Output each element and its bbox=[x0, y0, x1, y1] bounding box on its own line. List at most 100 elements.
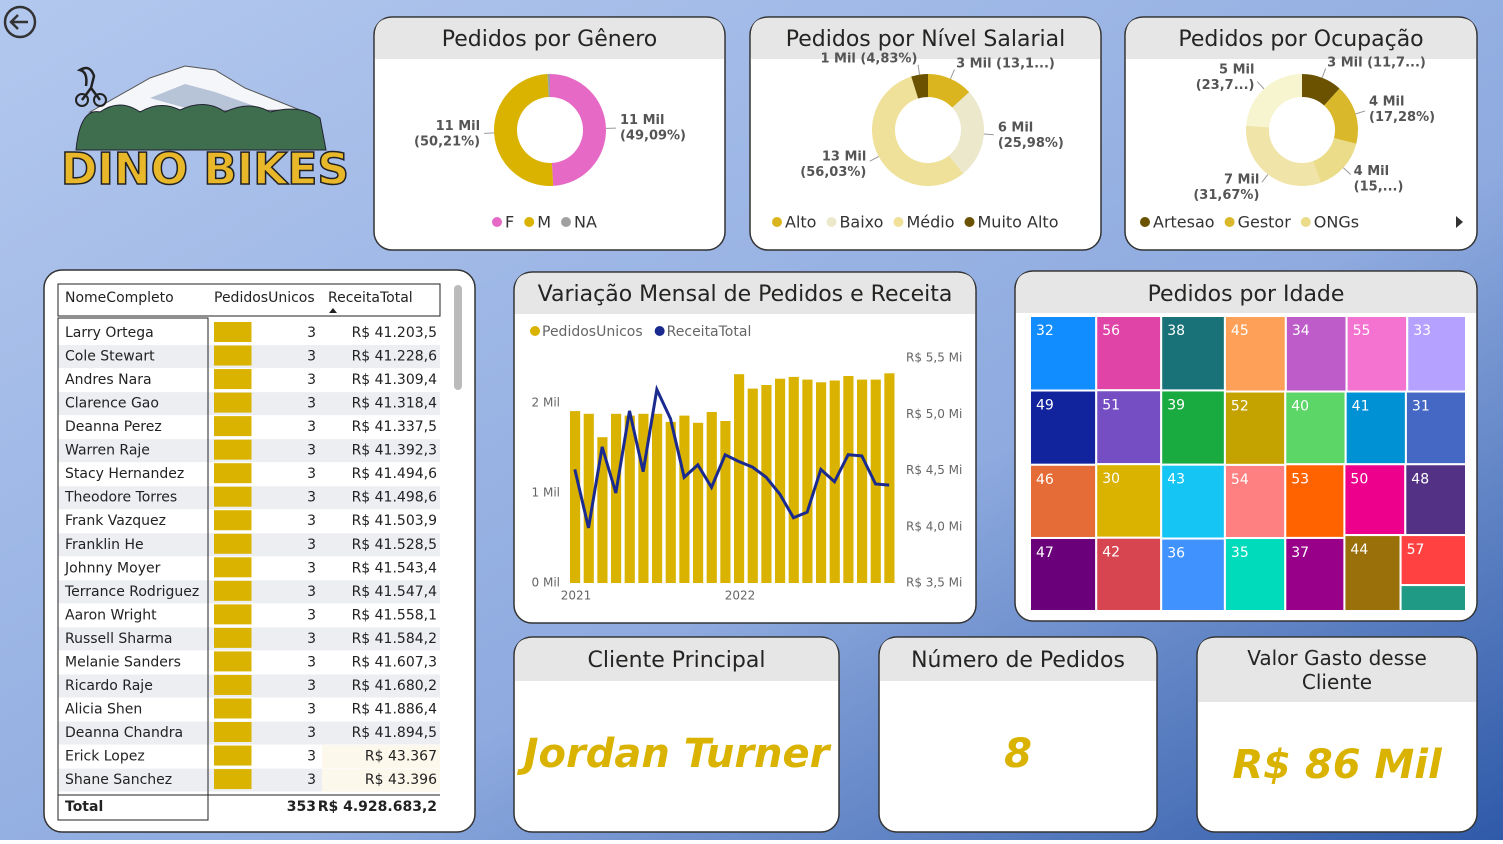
chart-title: Variação Mensal de Pedidos e Receita bbox=[538, 282, 953, 307]
bar bbox=[611, 414, 621, 583]
cell-text: Alicia Shen bbox=[65, 701, 142, 717]
tile-label: 45 bbox=[1231, 323, 1249, 339]
kpi-value: Jordan Turner bbox=[517, 731, 832, 777]
cell-number: 3 bbox=[307, 349, 316, 365]
kpi-value: 8 bbox=[1004, 731, 1032, 777]
bar bbox=[707, 412, 717, 583]
cell-text: Stacy Hernandez bbox=[65, 466, 184, 482]
cell-number: 3 bbox=[307, 607, 316, 623]
legend-marker bbox=[492, 217, 502, 227]
bar bbox=[734, 374, 744, 583]
y-tick-label: 2 Mil bbox=[532, 396, 560, 410]
y-tick-label: 0 Mil bbox=[532, 576, 560, 590]
bar bbox=[625, 416, 635, 583]
legend-label: Alto bbox=[785, 213, 816, 232]
cell-number: 3 bbox=[307, 678, 316, 694]
tile-label: 53 bbox=[1291, 471, 1309, 487]
tile-label: 30 bbox=[1102, 471, 1120, 487]
bar bbox=[666, 422, 676, 583]
cell-number: 3 bbox=[307, 584, 316, 600]
data-bar bbox=[214, 534, 252, 554]
cell-number: R$ 41.607,3 bbox=[352, 654, 437, 670]
x-tick-label: 2021 bbox=[561, 589, 592, 603]
data-bar bbox=[214, 604, 252, 624]
scrollbar bbox=[454, 285, 462, 390]
data-bar bbox=[214, 651, 252, 671]
tile-label: 48 bbox=[1411, 471, 1429, 487]
tile-label: 57 bbox=[1407, 542, 1425, 558]
y2-tick-label: R$ 5,0 Mi bbox=[906, 407, 962, 421]
tile-label: 33 bbox=[1413, 323, 1431, 339]
tile-label: 41 bbox=[1352, 399, 1370, 415]
y-tick-label: 1 Mil bbox=[532, 486, 560, 500]
legend-label: F bbox=[505, 213, 514, 232]
cell-number: R$ 41.528,5 bbox=[352, 537, 437, 553]
tile-label: 37 bbox=[1291, 545, 1309, 561]
legend-label: Baixo bbox=[839, 213, 883, 232]
cell-number: 3 bbox=[307, 396, 316, 412]
tile-label: 56 bbox=[1102, 323, 1120, 339]
total-cell: R$ 4.928.683,2 bbox=[318, 799, 437, 815]
bar bbox=[884, 373, 894, 583]
legend-marker bbox=[1225, 217, 1235, 227]
cell-number: 3 bbox=[307, 654, 316, 670]
cell-number: 3 bbox=[307, 466, 316, 482]
data-bar bbox=[214, 440, 252, 460]
y2-tick-label: R$ 4,5 Mi bbox=[906, 463, 962, 477]
kpi-title: Número de Pedidos bbox=[911, 648, 1125, 673]
cell-number: R$ 43.396 bbox=[365, 772, 437, 788]
cell-text: Aaron Wright bbox=[65, 607, 157, 623]
data-bar bbox=[214, 581, 252, 601]
legend-label: Artesao bbox=[1153, 213, 1215, 232]
bar bbox=[802, 380, 812, 583]
cell-number: R$ 41.494,6 bbox=[352, 466, 438, 482]
cell-number: 3 bbox=[307, 772, 316, 788]
legend-label: Gestor bbox=[1238, 213, 1292, 232]
data-bar bbox=[214, 628, 252, 648]
kpi-title: Cliente Principal bbox=[588, 648, 766, 673]
data-bar bbox=[214, 369, 252, 389]
total-cell: Total bbox=[65, 799, 103, 815]
cell-number: R$ 41.498,6 bbox=[352, 490, 438, 506]
tile-label: 39 bbox=[1167, 397, 1185, 413]
total-cell: 353 bbox=[287, 799, 316, 815]
data-bar bbox=[214, 510, 252, 530]
cell-text: Johnny Moyer bbox=[64, 560, 161, 576]
legend-marker bbox=[1301, 217, 1311, 227]
data-bar bbox=[214, 722, 252, 742]
tile-label: 51 bbox=[1102, 397, 1120, 413]
legend-marker bbox=[561, 217, 571, 227]
tile-label: 43 bbox=[1167, 472, 1185, 488]
cell-number: R$ 41.543,4 bbox=[352, 560, 438, 576]
legend-label: PedidosUnicos bbox=[542, 324, 643, 340]
cell-number: 3 bbox=[307, 513, 316, 529]
cell-text: Shane Sanchez bbox=[65, 772, 172, 788]
legend-label: ReceitaTotal bbox=[667, 324, 752, 340]
cell-text: Cole Stewart bbox=[65, 349, 155, 365]
data-bar bbox=[214, 322, 252, 342]
legend-marker bbox=[530, 326, 540, 336]
chart-title: Pedidos por Nível Salarial bbox=[786, 27, 1065, 52]
cell-number: 3 bbox=[307, 701, 316, 717]
y2-tick-label: R$ 5,5 Mi bbox=[906, 351, 962, 365]
cell-number: R$ 41.228,6 bbox=[352, 349, 438, 365]
bar bbox=[775, 379, 785, 583]
cell-number: R$ 41.392,3 bbox=[352, 443, 437, 459]
cell-number: R$ 41.318,4 bbox=[352, 396, 438, 412]
tile-label: 47 bbox=[1036, 545, 1054, 561]
data-bar bbox=[214, 746, 252, 766]
tile-label: 31 bbox=[1412, 399, 1430, 415]
legend-marker bbox=[893, 217, 903, 227]
legend-marker bbox=[826, 217, 836, 227]
cell-number: 3 bbox=[307, 419, 316, 435]
legend-marker bbox=[772, 217, 782, 227]
cell-number: R$ 41.503,9 bbox=[352, 513, 437, 529]
bar bbox=[693, 423, 703, 583]
data-label: 1 Mil (4,83%) bbox=[820, 51, 917, 66]
x-tick-label: 2022 bbox=[725, 589, 756, 603]
data-bar bbox=[214, 698, 252, 718]
tile-label: 49 bbox=[1036, 398, 1054, 414]
tile-label: 35 bbox=[1231, 545, 1249, 561]
data-bar bbox=[214, 675, 252, 695]
